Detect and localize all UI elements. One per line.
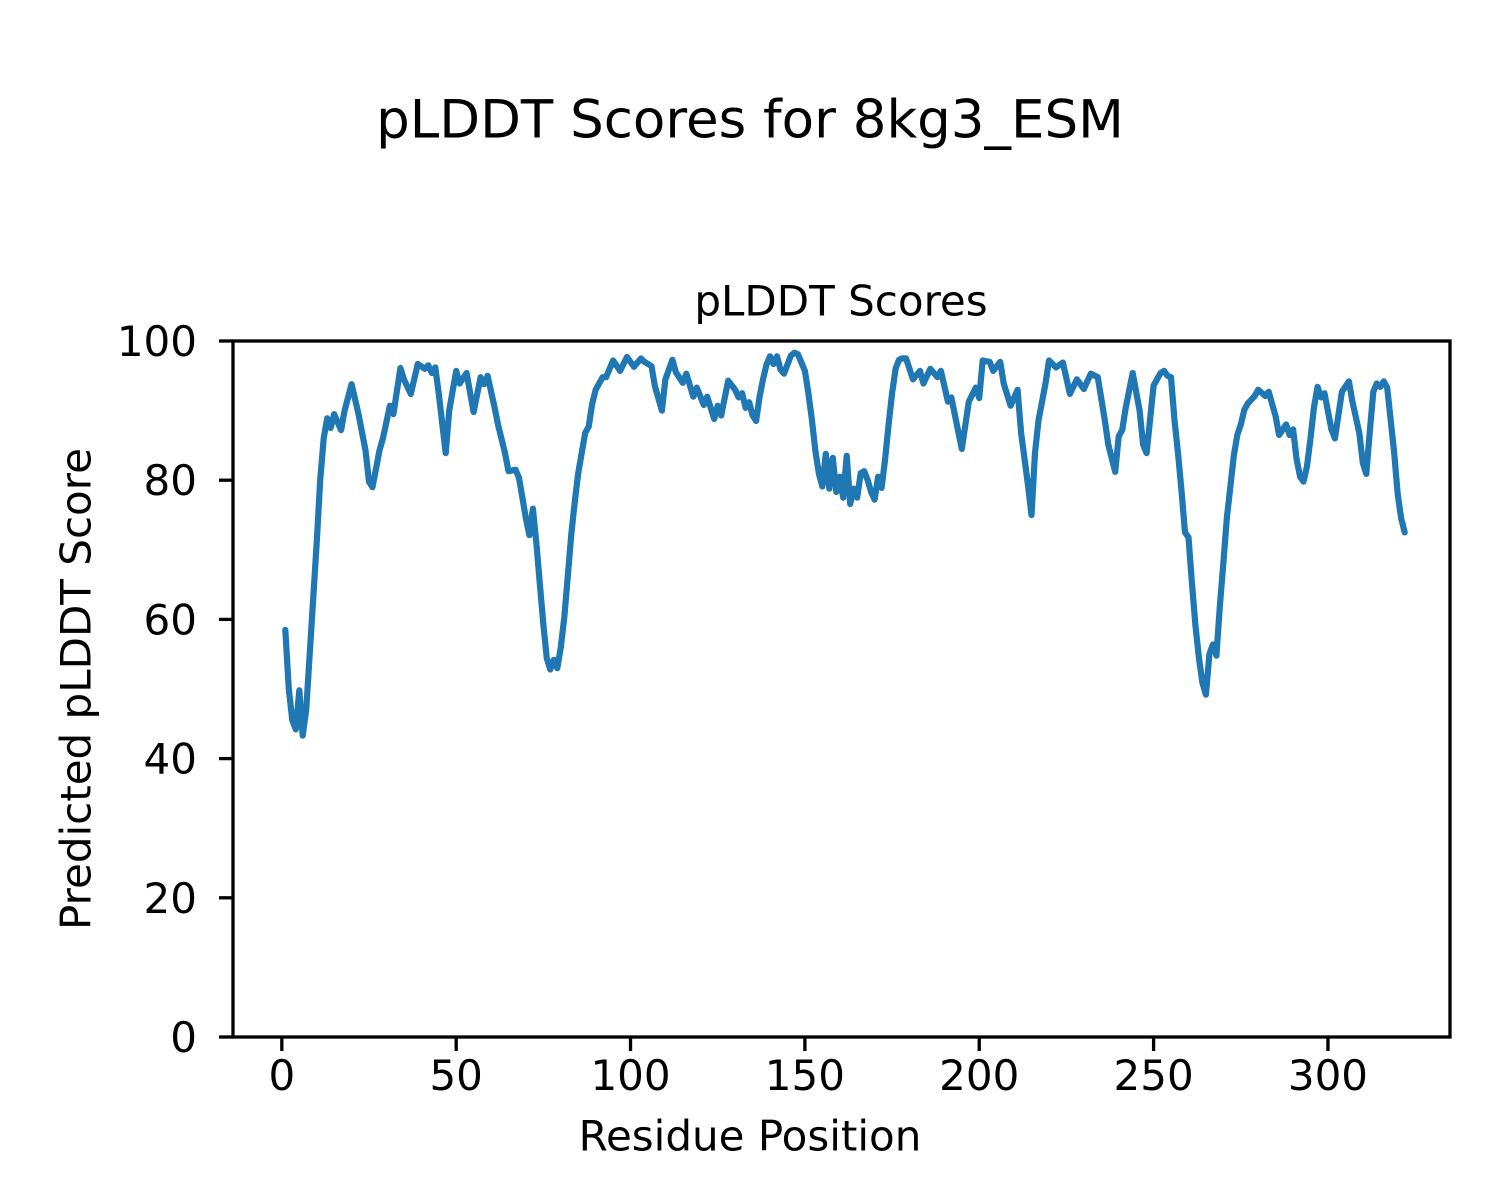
y-tick-label: 40 xyxy=(144,735,197,784)
x-tick-label: 300 xyxy=(1288,1051,1368,1100)
x-tick-label: 200 xyxy=(939,1051,1019,1100)
x-tick-label: 50 xyxy=(429,1051,482,1100)
y-axis-ticks: 0 20 40 60 80 100 xyxy=(117,317,233,1062)
axes-frame xyxy=(231,339,1452,1039)
axes-title: pLDDT Scores xyxy=(694,276,988,326)
figure-title: pLDDT Scores for 8kg3_ESM xyxy=(376,89,1124,151)
y-tick-label: 80 xyxy=(144,456,197,505)
x-tick-label: 100 xyxy=(590,1051,670,1100)
x-axis-label: Residue Position xyxy=(578,1111,922,1161)
y-tick-label: 60 xyxy=(144,595,197,644)
x-tick-label: 250 xyxy=(1114,1051,1194,1100)
plddt-line xyxy=(282,349,1408,739)
x-tick-label: 0 xyxy=(268,1051,295,1100)
x-axis-ticks: 0 50 100 150 200 250 300 xyxy=(268,1037,1368,1100)
y-tick-label: 0 xyxy=(170,1013,197,1062)
x-tick-label: 150 xyxy=(765,1051,845,1100)
y-tick-label: 100 xyxy=(117,317,197,366)
y-tick-label: 20 xyxy=(144,874,197,923)
